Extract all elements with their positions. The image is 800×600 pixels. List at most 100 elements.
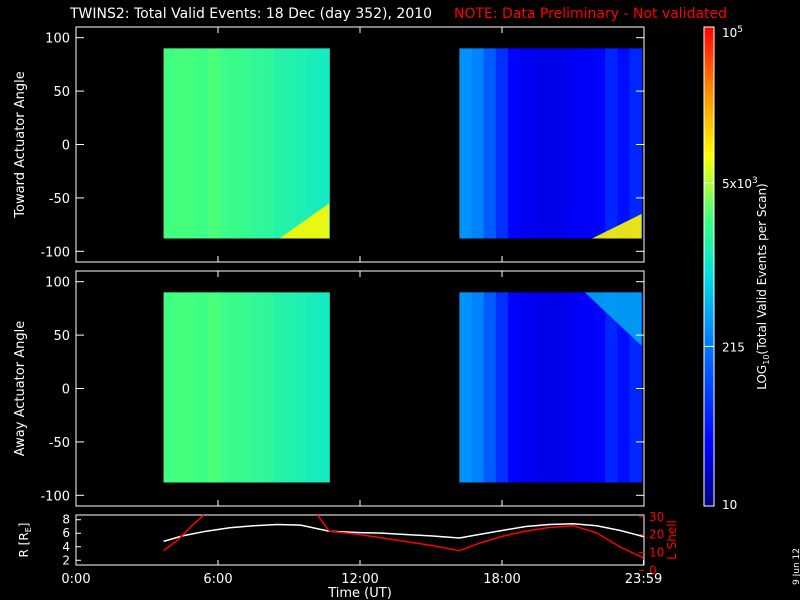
heatmap-column-0-7	[240, 292, 253, 483]
heatmap-enhancement-0	[279, 203, 330, 239]
heatmap-column-1-10	[580, 48, 594, 239]
colorbar-gradient	[703, 26, 715, 507]
heatmap-column-0-14	[318, 292, 330, 483]
y-tick-label: -100	[40, 245, 70, 260]
title-bar: TWINS2: Total Valid Events: 18 Dec (day …	[0, 6, 800, 26]
heatmap-column-1-1	[471, 292, 485, 483]
lshell-line-2	[459, 524, 644, 559]
heatmap-column-1-9	[568, 48, 582, 239]
heatmap-column-1-13	[617, 48, 631, 239]
heatmap-column-1-3	[495, 292, 509, 483]
y-tick-label: 50	[53, 85, 70, 100]
r-tick-label: 2	[62, 553, 70, 567]
heatmap-column-0-11	[285, 48, 297, 239]
heatmap-column-0-8	[251, 48, 264, 239]
time-tick-label: 12:00	[341, 572, 378, 587]
heatmap-column-1-11	[593, 292, 606, 483]
lshell-tick-label: 10	[649, 546, 664, 560]
lshell-line-0	[163, 514, 205, 552]
heatmap-column-0-13	[307, 292, 319, 483]
heatmap-column-0-12	[296, 48, 308, 239]
y-tick-label: -50	[49, 192, 70, 207]
colorbar-tick-label: 5x103	[722, 176, 758, 191]
colorbar: 105 5x103 215 10 LOG10(Total Valid Events pe…	[703, 25, 771, 512]
time-tick-label: 23:59	[625, 572, 662, 587]
heatmap-column-0-6	[229, 292, 242, 483]
y-tick-label: 0	[62, 383, 70, 398]
colorbar-tick-label: 105	[722, 25, 743, 40]
heatmap-column-0-9	[262, 292, 275, 483]
heatmap-column-0-2	[185, 48, 198, 239]
y-tick-label: 100	[45, 32, 70, 47]
heatmap-column-0-5	[218, 48, 231, 239]
y-tick-label: -50	[49, 436, 70, 451]
heatmap-column-0-8	[251, 292, 264, 483]
generation-date: 9 Jun 12	[792, 548, 800, 585]
heatmap-column-0-1	[174, 292, 187, 483]
heatmap-column-1-12	[605, 292, 618, 483]
heatmap-column-0-4	[207, 292, 220, 483]
heatmap-column-0-1	[174, 48, 187, 239]
colorbar-tick-label: 10	[722, 498, 737, 512]
chart-title: TWINS2: Total Valid Events: 18 Dec (day …	[70, 6, 433, 22]
r-tick-label: 6	[62, 526, 70, 540]
colorbar-label: LOG10(Total Valid Events per Scan)	[755, 183, 771, 390]
time-tick-label: 0:00	[61, 572, 90, 587]
heatmap-column-0-10	[274, 48, 286, 239]
heatmap-column-1-6	[532, 292, 546, 483]
y-tick-label: 50	[53, 329, 70, 344]
heatmap-enhancement-1	[584, 292, 642, 346]
r-tick-label: 8	[62, 513, 70, 527]
y-axis-label: Toward Actuator Angle	[13, 71, 28, 218]
heatmap-column-1-12	[605, 48, 618, 239]
heatmap-column-1-5	[520, 48, 533, 239]
heatmap-column-1-1	[471, 48, 485, 239]
time-tick-label: 18:00	[483, 572, 520, 587]
heatmap-column-0-3	[196, 292, 209, 483]
heatmap-column-0-6	[229, 48, 242, 239]
heatmap-column-0-12	[296, 292, 308, 483]
x-axis-label: Time (UT)	[327, 586, 392, 600]
y-tick-label: 0	[62, 139, 70, 154]
heatmap-column-0-4	[207, 48, 220, 239]
heatmap-column-0-9	[262, 48, 275, 239]
heatmap-enhancement-1	[591, 213, 642, 239]
heatmap-column-0-13	[307, 48, 319, 239]
lshell-tick-label: 30	[649, 510, 664, 524]
heatmap-column-1-3	[495, 48, 509, 239]
y-axis-label: Away Actuator Angle	[13, 321, 28, 456]
away-panel: 100 50 0 -50 -100 Away Actuator Angle	[13, 270, 645, 507]
heatmap-column-1-4	[507, 292, 521, 483]
heatmap-column-1-9	[568, 292, 582, 483]
heatmap-column-0-0	[163, 48, 176, 239]
heatmap-column-1-11	[593, 48, 606, 239]
heatmap-column-0-3	[196, 48, 209, 239]
heatmap-column-1-8	[556, 292, 570, 483]
heatmap-column-0-2	[185, 292, 198, 483]
preliminary-note: NOTE: Data Preliminary - Not validated	[454, 6, 728, 22]
heatmap-column-1-8	[556, 48, 570, 239]
heatmap-column-1-0	[459, 48, 473, 239]
heatmap-column-1-2	[483, 48, 497, 239]
heatmap-column-0-11	[285, 292, 297, 483]
r-axis-label: R [RE]	[17, 523, 33, 558]
colorbar-tick-label: 215	[722, 340, 745, 354]
lshell-axis-label: L Shell	[665, 520, 679, 560]
heatmap-column-1-13	[617, 292, 631, 483]
heatmap-column-1-0	[459, 292, 473, 483]
lshell-tick-label: 0	[649, 563, 657, 577]
heatmap-column-0-5	[218, 292, 231, 483]
y-tick-label: 100	[45, 276, 70, 291]
heatmap-column-0-0	[163, 292, 176, 483]
r-tick-label: 4	[62, 540, 70, 554]
heatmap-column-1-10	[580, 292, 594, 483]
toward-panel: 100 50 0 -50 -100 Toward Actuator Angle	[13, 26, 645, 263]
radius-line-0	[163, 523, 644, 543]
ephemeris-frame	[75, 514, 645, 566]
heatmap-column-0-14	[318, 48, 330, 239]
heatmap-column-1-7	[544, 48, 558, 239]
heatmap-column-1-2	[483, 292, 497, 483]
heatmap-column-1-5	[520, 292, 533, 483]
